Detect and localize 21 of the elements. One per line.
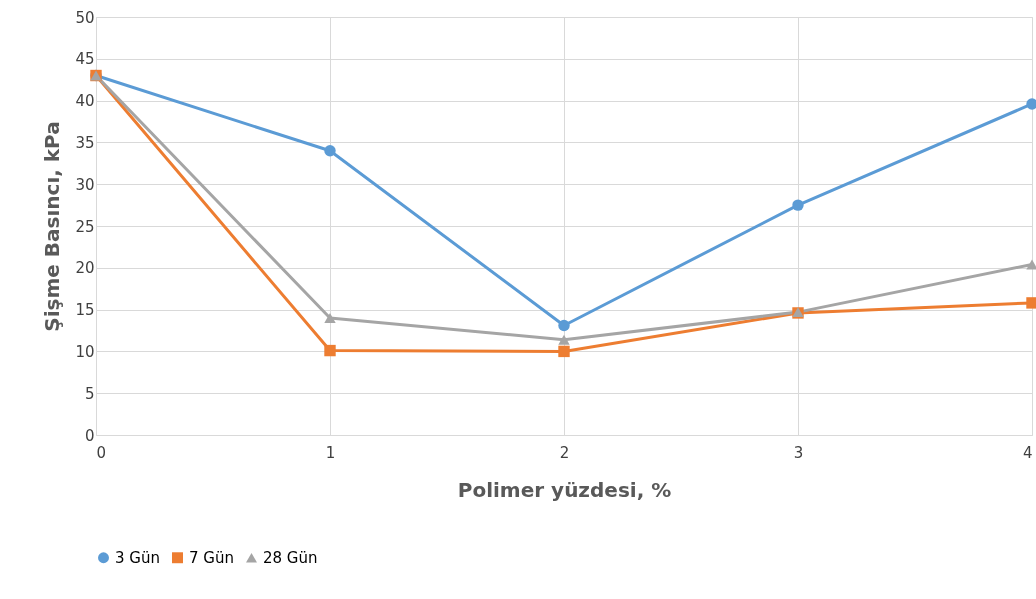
y-tick-label: 10 — [75, 342, 95, 361]
y-tick-label: 0 — [84, 426, 95, 445]
x-tick-label: 1 — [325, 443, 336, 462]
y-tick-label: 50 — [75, 8, 95, 27]
x-tick-label: 4 — [1022, 443, 1033, 462]
x-tick-label: 0 — [96, 443, 107, 462]
y-tick-label: 45 — [75, 50, 95, 69]
legend-label: 7 Gün — [189, 548, 234, 567]
y-tick-label: 15 — [75, 301, 95, 320]
y-tick-label: 40 — [75, 92, 95, 111]
legend-label: 28 Gün — [263, 548, 318, 567]
y-tick-label: 20 — [75, 259, 95, 278]
x-axis-title: Polimer yüzdesi, % — [457, 477, 672, 502]
y-axis-title: Şişme Basıncı, kPa — [40, 121, 65, 332]
y-tick-label: 35 — [75, 133, 95, 152]
legend-label: 3 Gün — [115, 548, 160, 567]
x-tick-label: 3 — [793, 443, 804, 462]
x-tick-label: 2 — [559, 443, 570, 462]
y-tick-label: 25 — [75, 217, 95, 236]
y-tick-label: 5 — [84, 384, 95, 403]
y-tick-label: 30 — [75, 175, 95, 194]
